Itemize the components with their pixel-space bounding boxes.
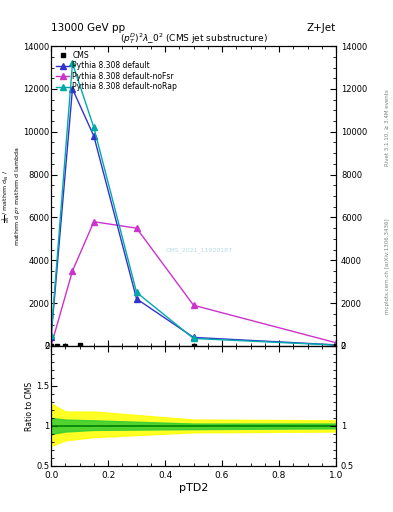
- Pythia 8.308 default-noFsr: [334, 339, 338, 346]
- CMS: [191, 343, 196, 349]
- Pythia 8.308 default-noFsr: [134, 225, 139, 231]
- Line: CMS: CMS: [49, 343, 338, 348]
- Line: Pythia 8.308 default-noFsr: Pythia 8.308 default-noFsr: [48, 219, 339, 349]
- Pythia 8.308 default: [134, 296, 139, 302]
- Pythia 8.308 default: [70, 86, 75, 92]
- Text: mcplots.cern.ch [arXiv:1306.3436]: mcplots.cern.ch [arXiv:1306.3436]: [385, 219, 389, 314]
- Pythia 8.308 default-noRap: [70, 60, 75, 66]
- Text: Rivet 3.1.10, ≥ 3.4M events: Rivet 3.1.10, ≥ 3.4M events: [385, 90, 389, 166]
- Text: CMS_2021_11920187: CMS_2021_11920187: [166, 247, 233, 253]
- Pythia 8.308 default-noFsr: [92, 219, 96, 225]
- Pythia 8.308 default-noRap: [49, 332, 53, 338]
- Y-axis label: Ratio to CMS: Ratio to CMS: [25, 381, 34, 431]
- X-axis label: pTD2: pTD2: [179, 482, 208, 493]
- Pythia 8.308 default: [49, 334, 53, 340]
- Title: $(p_T^D)^2\lambda\_0^2$ (CMS jet substructure): $(p_T^D)^2\lambda\_0^2$ (CMS jet substru…: [119, 31, 268, 46]
- CMS: [77, 342, 82, 348]
- Text: Z+Jet: Z+Jet: [307, 23, 336, 33]
- Pythia 8.308 default-noRap: [92, 124, 96, 131]
- CMS: [54, 343, 59, 349]
- Y-axis label: mathrm d$^2$N
mathrm d $p_T$ mathrm d lambda

$\frac{1}{\mathrm{d}N}$ / mathrm d: mathrm d$^2$N mathrm d $p_T$ mathrm d la…: [0, 146, 22, 246]
- Line: Pythia 8.308 default: Pythia 8.308 default: [48, 86, 339, 348]
- Pythia 8.308 default: [191, 334, 196, 340]
- Pythia 8.308 default-noFsr: [191, 302, 196, 308]
- Pythia 8.308 default-noRap: [334, 342, 338, 348]
- Pythia 8.308 default: [92, 133, 96, 139]
- CMS: [334, 343, 338, 349]
- Pythia 8.308 default-noFsr: [49, 343, 53, 349]
- Pythia 8.308 default: [334, 342, 338, 348]
- Pythia 8.308 default-noRap: [191, 335, 196, 342]
- Pythia 8.308 default-noRap: [134, 289, 139, 295]
- CMS: [63, 343, 68, 349]
- Line: Pythia 8.308 default-noRap: Pythia 8.308 default-noRap: [48, 60, 339, 348]
- Text: 13000 GeV pp: 13000 GeV pp: [51, 23, 125, 33]
- Legend: CMS, Pythia 8.308 default, Pythia 8.308 default-noFsr, Pythia 8.308 default-noRa: CMS, Pythia 8.308 default, Pythia 8.308 …: [53, 48, 180, 94]
- CMS: [49, 343, 53, 349]
- Pythia 8.308 default-noFsr: [70, 268, 75, 274]
